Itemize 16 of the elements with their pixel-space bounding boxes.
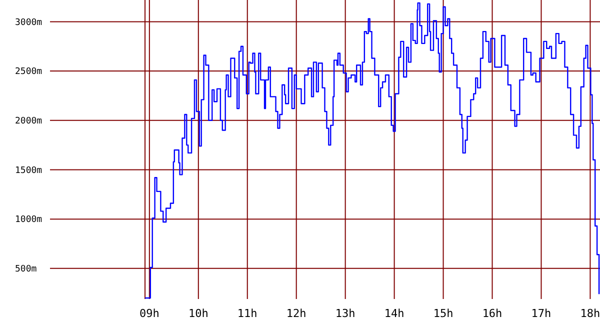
x-tick-label: 14h — [384, 307, 404, 320]
x-tick-label: 18h — [580, 307, 600, 320]
y-tick-label: 3000m — [15, 18, 42, 28]
x-tick-label: 16h — [482, 307, 502, 320]
x-tick-label: 10h — [188, 307, 208, 320]
x-tick-label: 17h — [531, 307, 552, 320]
x-tick-label: 13h — [335, 307, 356, 320]
y-tick-label: 1500m — [15, 166, 42, 176]
x-tick-label: 12h — [286, 307, 306, 320]
y-tick-label: 1000m — [15, 215, 42, 226]
x-tick-label: 11h — [237, 307, 258, 320]
x-tick-label: 15h — [433, 307, 454, 320]
x-tick-label: 09h — [139, 307, 160, 320]
y-tick-label: 2000m — [15, 116, 42, 127]
y-tick-label: 2500m — [15, 67, 42, 78]
y-tick-label: 500m — [15, 264, 37, 275]
